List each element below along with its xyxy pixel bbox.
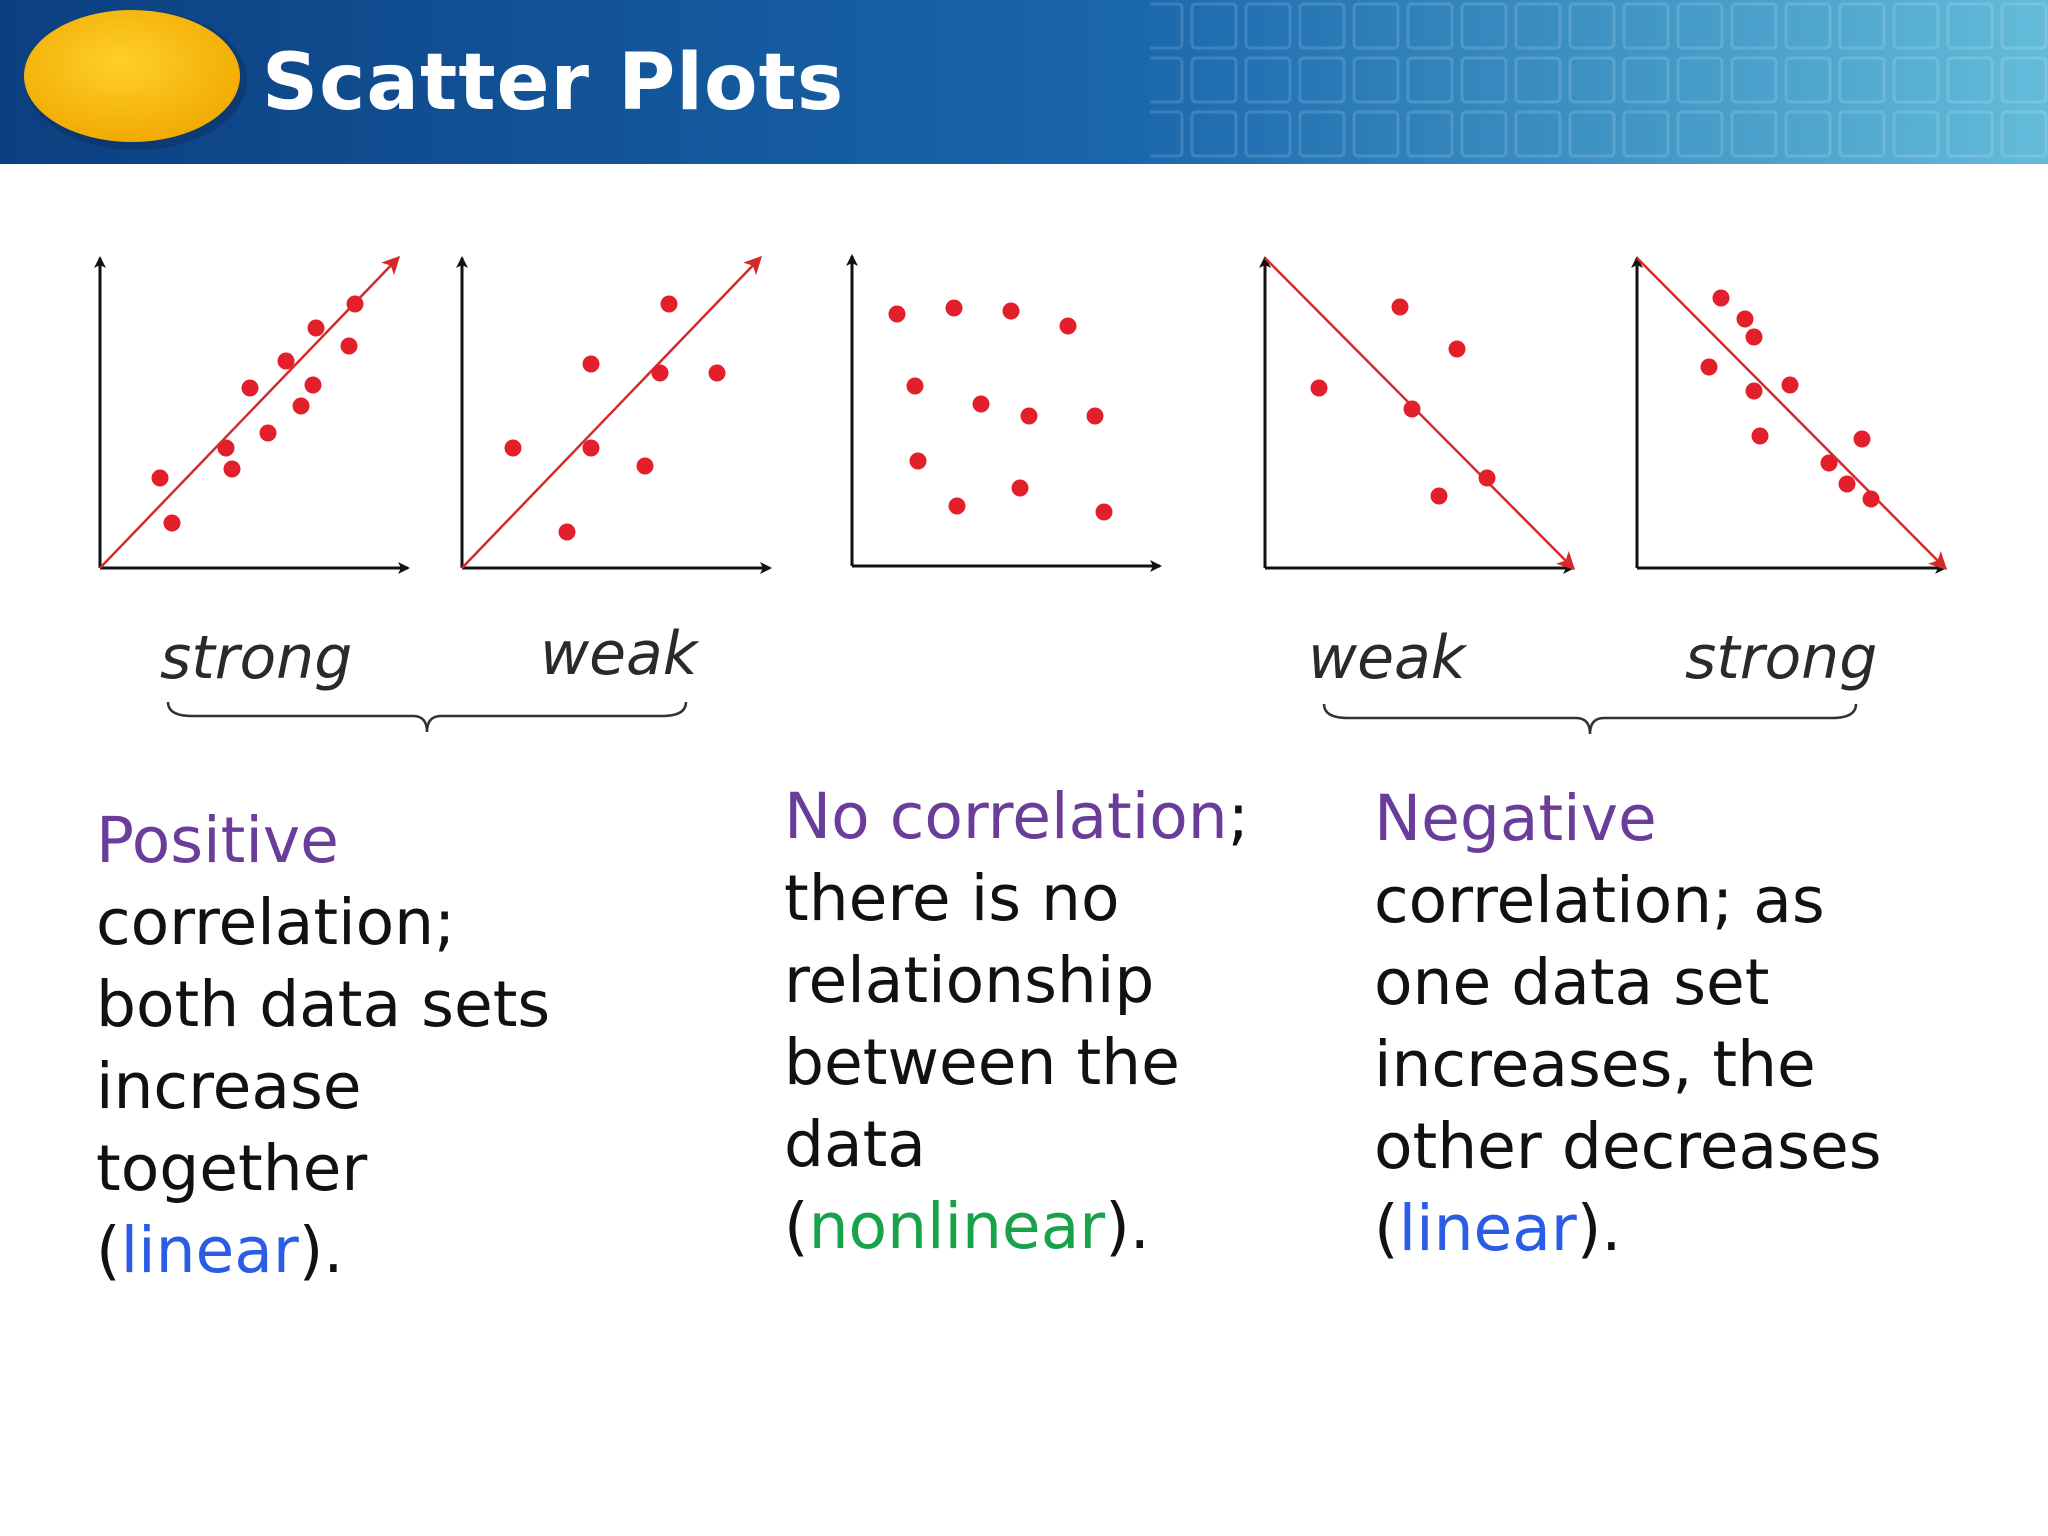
negative-line: one data set: [1374, 946, 1770, 1019]
positive-line: (linear).: [96, 1210, 550, 1292]
label-positive-strong: strong: [160, 623, 353, 693]
label-negative-weak: weak: [1308, 623, 1466, 693]
data-point: [651, 364, 669, 382]
slide-title: Scatter Plots: [262, 38, 845, 128]
data-point: [1086, 407, 1104, 425]
data-point: [1751, 427, 1769, 445]
data-point: [1700, 358, 1718, 376]
positive-line: both data sets: [96, 968, 551, 1041]
paren-open: (: [1374, 1192, 1399, 1265]
data-point: [1391, 298, 1409, 316]
data-point: [1448, 340, 1466, 358]
trend-line: [461, 255, 763, 569]
no-correlation-line: data: [784, 1108, 926, 1181]
data-point: [304, 376, 322, 394]
data-point: [708, 364, 726, 382]
data-point: [504, 439, 522, 457]
data-point: [906, 377, 924, 395]
data-point: [582, 439, 600, 457]
data-point: [1820, 454, 1838, 472]
positive-line: correlation;: [96, 886, 456, 959]
paren-close: ).: [1576, 1192, 1622, 1265]
label-positive-weak: weak: [540, 619, 698, 689]
data-point: [1736, 310, 1754, 328]
nonlinear-term: nonlinear: [808, 1190, 1106, 1263]
data-point: [1011, 479, 1029, 497]
data-point: [217, 439, 235, 457]
data-point: [1745, 382, 1763, 400]
data-point: [1430, 487, 1448, 505]
trend-line: [99, 255, 401, 569]
data-point: [277, 352, 295, 370]
paren-open: (: [96, 1214, 121, 1287]
positive-line: increase: [96, 1050, 362, 1123]
data-point: [1745, 328, 1763, 346]
no-correlation-line: there is no: [784, 862, 1120, 935]
label-negative-strong: strong: [1685, 623, 1878, 693]
data-point: [1853, 430, 1871, 448]
no-correlation-line: (nonlinear).: [784, 1186, 1249, 1268]
data-point: [1862, 490, 1880, 508]
data-point: [558, 523, 576, 541]
paren-open: (: [784, 1190, 809, 1263]
negative-line: increases, the: [1374, 1028, 1816, 1101]
positive-heading: Positive: [96, 804, 339, 877]
data-point: [888, 305, 906, 323]
negative-line: (linear).: [1374, 1188, 1882, 1270]
data-point: [340, 337, 358, 355]
data-point: [948, 497, 966, 515]
data-point: [945, 299, 963, 317]
data-point: [241, 379, 259, 397]
data-point: [1838, 475, 1856, 493]
no-correlation-heading: No correlation;: [784, 776, 1249, 858]
data-point: [1478, 469, 1496, 487]
positive-description: Positive correlation; both data sets inc…: [96, 800, 550, 1292]
data-point: [636, 457, 654, 475]
data-point: [972, 395, 990, 413]
data-point: [1712, 289, 1730, 307]
negative-brace: [1322, 703, 1858, 735]
no-correlation-line: relationship: [784, 944, 1155, 1017]
semicolon: ;: [1227, 780, 1249, 853]
linear-term: linear: [1398, 1192, 1577, 1265]
no-correlation-line: between the: [784, 1026, 1180, 1099]
data-point: [307, 319, 325, 337]
data-point: [151, 469, 169, 487]
data-point: [1059, 317, 1077, 335]
trend-line: [1636, 257, 1948, 571]
logo-oval-fill: [24, 10, 240, 142]
no-correlation-term: No correlation: [784, 780, 1228, 853]
data-point: [909, 452, 927, 470]
data-point: [1310, 379, 1328, 397]
data-point: [1403, 400, 1421, 418]
data-point: [1095, 503, 1113, 521]
positive-brace: [166, 701, 688, 733]
negative-heading: Negative: [1374, 782, 1657, 855]
data-point: [223, 460, 241, 478]
data-point: [292, 397, 310, 415]
data-point: [346, 295, 364, 313]
negative-line: other decreases: [1374, 1110, 1882, 1183]
negative-line: correlation; as: [1374, 864, 1825, 937]
data-point: [163, 514, 181, 532]
data-point: [582, 355, 600, 373]
negative-description: Negative correlation; as one data set in…: [1374, 778, 1882, 1270]
data-point: [660, 295, 678, 313]
no-correlation-description: No correlation; there is no relationship…: [784, 776, 1249, 1268]
paren-close: ).: [298, 1214, 344, 1287]
positive-line: together: [96, 1132, 368, 1205]
data-point: [1781, 376, 1799, 394]
header-bar: Scatter Plots: [0, 0, 2048, 164]
paren-close: ).: [1105, 1190, 1150, 1263]
scatter-plots: [94, 254, 1948, 735]
linear-term: linear: [120, 1214, 299, 1287]
data-point: [1002, 302, 1020, 320]
data-point: [259, 424, 277, 442]
header-background: [0, 0, 2048, 164]
data-point: [1020, 407, 1038, 425]
